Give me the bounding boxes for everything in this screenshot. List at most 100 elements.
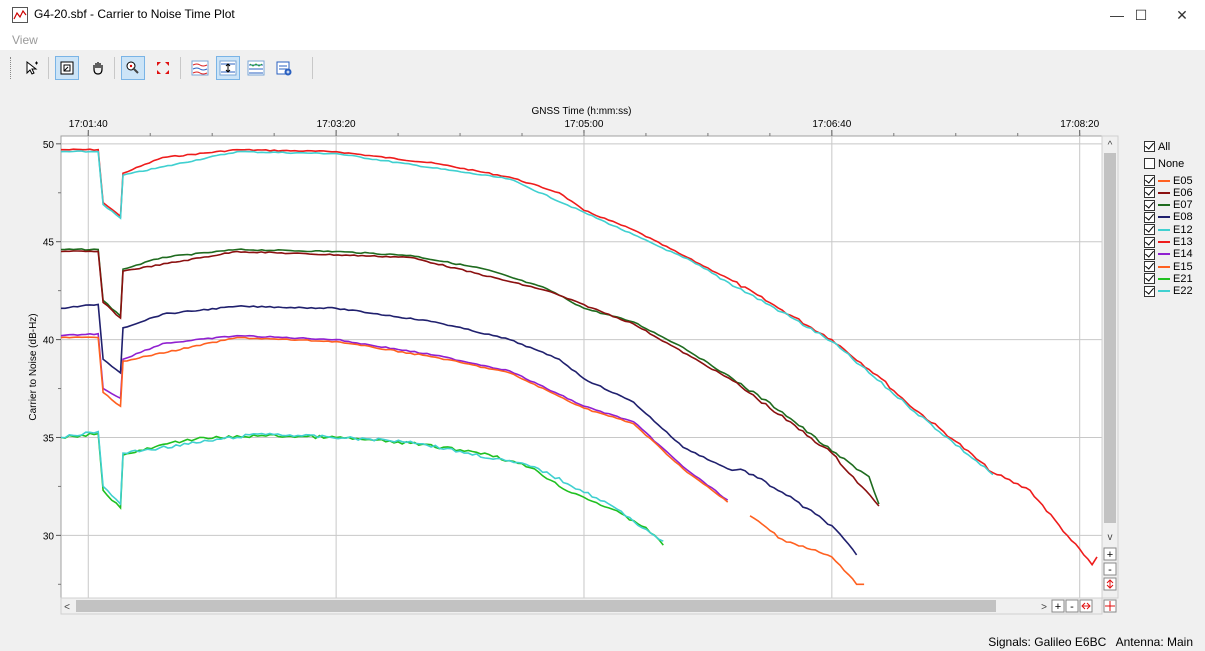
x-tick-label: 17:01:40 <box>69 119 108 130</box>
minimize-button[interactable]: — <box>1110 7 1124 23</box>
zoom-in-horizontal-button-glyph: + <box>1055 601 1061 613</box>
series-e15 <box>749 515 865 586</box>
legend-label: E05 <box>1173 174 1193 187</box>
legend-swatch <box>1158 265 1170 268</box>
y-axis-label: Carrier to Noise (dB-Hz) <box>28 313 39 420</box>
legend-swatch <box>1158 216 1170 219</box>
series-e22 <box>61 150 994 476</box>
legend-item-e15[interactable]: E15 <box>1144 260 1193 273</box>
legend-none-checkbox[interactable] <box>1144 158 1155 169</box>
fit-both-icon <box>1105 601 1115 611</box>
legend-item-e08[interactable]: E08 <box>1144 211 1193 224</box>
stacked-plots-icon[interactable] <box>244 56 268 80</box>
zoom-out-horizontal-button[interactable] <box>1065 599 1079 613</box>
legend-checkbox[interactable] <box>1144 248 1155 260</box>
horizontal-fit-icon <box>1081 602 1091 610</box>
legend-checkbox[interactable] <box>1144 175 1155 186</box>
vertical-fit-icon <box>1106 579 1114 589</box>
zoom-out-vertical-button-glyph: - <box>1108 564 1112 576</box>
legend-item-e13[interactable]: E13 <box>1144 236 1193 249</box>
maximize-button[interactable]: ☐ <box>1134 6 1148 23</box>
legend-all-checkbox[interactable] <box>1144 141 1155 152</box>
legend-swatch <box>1158 277 1170 280</box>
series-e08 <box>61 303 858 556</box>
legend-label: E08 <box>1173 211 1193 224</box>
legend-item-e21[interactable]: E21 <box>1144 272 1193 285</box>
scroll-right-arrow[interactable]: > <box>1041 602 1047 613</box>
y-tick-label: 30 <box>43 531 55 542</box>
legend-checkbox[interactable] <box>1144 285 1155 297</box>
pan-hand-icon[interactable] <box>86 56 110 80</box>
legend-label: E15 <box>1173 260 1193 273</box>
toolbar <box>0 51 1205 85</box>
y-tick-label: 45 <box>43 238 55 249</box>
status-text: Signals: Galileo E6BC Antenna: Main <box>988 635 1193 649</box>
legend-checkbox[interactable] <box>1144 236 1155 248</box>
legend-swatch <box>1158 241 1170 243</box>
legend-checkbox[interactable] <box>1144 187 1155 199</box>
legend-item-e05[interactable]: E05 <box>1144 174 1193 187</box>
scroll-up-arrow[interactable]: ^ <box>1108 140 1113 151</box>
legend-checkbox[interactable] <box>1144 199 1155 211</box>
series-e12 <box>61 430 664 542</box>
legend-label: E22 <box>1173 285 1193 298</box>
legend-item-e12[interactable]: E12 <box>1144 223 1193 236</box>
series-e13 <box>61 148 1098 567</box>
close-button[interactable]: ✕ <box>1176 6 1188 23</box>
legend-label: E07 <box>1173 199 1193 212</box>
legend-label: E06 <box>1173 186 1193 199</box>
toolbar-separator <box>180 57 181 79</box>
legend-checkbox[interactable] <box>1144 273 1155 285</box>
toolbar-separator <box>48 57 49 79</box>
series-e05 <box>61 336 729 503</box>
y-tick-label: 35 <box>43 433 55 444</box>
legend-item-e22[interactable]: E22 <box>1144 285 1193 298</box>
legend-checkbox[interactable] <box>1144 224 1155 236</box>
x-axis-label: GNSS Time (h:mm:ss) <box>531 106 631 117</box>
x-tick-label: 17:05:00 <box>565 119 604 130</box>
y-tick-label: 40 <box>43 336 55 347</box>
legend-item-e07[interactable]: E07 <box>1144 199 1193 212</box>
legend-label: E14 <box>1173 248 1193 261</box>
zoom-in-vertical-button[interactable] <box>1103 547 1117 561</box>
zoom-in-horizontal-button[interactable] <box>1051 599 1065 613</box>
legend-item-e06[interactable]: E06 <box>1144 186 1193 199</box>
zoom-box-icon[interactable] <box>55 56 79 80</box>
legend-none[interactable]: None <box>1144 157 1184 170</box>
legend-all[interactable]: All <box>1144 140 1170 153</box>
legend-swatch <box>1158 204 1170 207</box>
app-icon <box>12 7 28 23</box>
series-e06 <box>61 250 880 507</box>
title-bar: G4-20.sbf - Carrier to Noise Time Plot —… <box>0 0 1205 30</box>
legend-all-label: All <box>1158 140 1171 153</box>
legend-label: E21 <box>1173 272 1193 285</box>
horizontal-scroll-thumb[interactable] <box>76 600 996 612</box>
window-title: G4-20.sbf - Carrier to Noise Time Plot <box>34 7 235 21</box>
legend-checkbox[interactable] <box>1144 261 1155 273</box>
plot-area[interactable] <box>60 135 1103 599</box>
series-e07 <box>61 248 880 505</box>
x-tick-label: 17:03:20 <box>317 119 356 130</box>
series-e14 <box>61 332 729 501</box>
legend-checkbox[interactable] <box>1144 211 1155 223</box>
vertical-scroll-thumb[interactable] <box>1104 153 1116 523</box>
legend-none-label: None <box>1158 157 1185 170</box>
legend-item-e14[interactable]: E14 <box>1144 248 1193 261</box>
point-tracker-icon[interactable] <box>121 56 145 80</box>
multi-plot-icon[interactable] <box>188 56 212 80</box>
select-pointer-icon[interactable] <box>20 56 44 80</box>
zoom-out-vertical-button[interactable] <box>1103 562 1117 576</box>
fit-all-icon[interactable] <box>151 56 175 80</box>
scroll-left-arrow[interactable]: < <box>64 602 70 613</box>
toolbar-separator <box>312 57 313 79</box>
x-tick-label: 17:06:40 <box>812 119 851 130</box>
scroll-down-arrow[interactable]: v <box>1108 532 1113 543</box>
legend-swatch <box>1158 179 1170 182</box>
menu-view[interactable]: View <box>12 33 38 47</box>
zoom-out-horizontal-button-glyph: - <box>1070 601 1074 613</box>
legend-swatch <box>1158 253 1170 256</box>
export-data-icon[interactable] <box>272 56 296 80</box>
range-markers-icon[interactable] <box>216 56 240 80</box>
toolbar-grip[interactable] <box>10 57 14 79</box>
